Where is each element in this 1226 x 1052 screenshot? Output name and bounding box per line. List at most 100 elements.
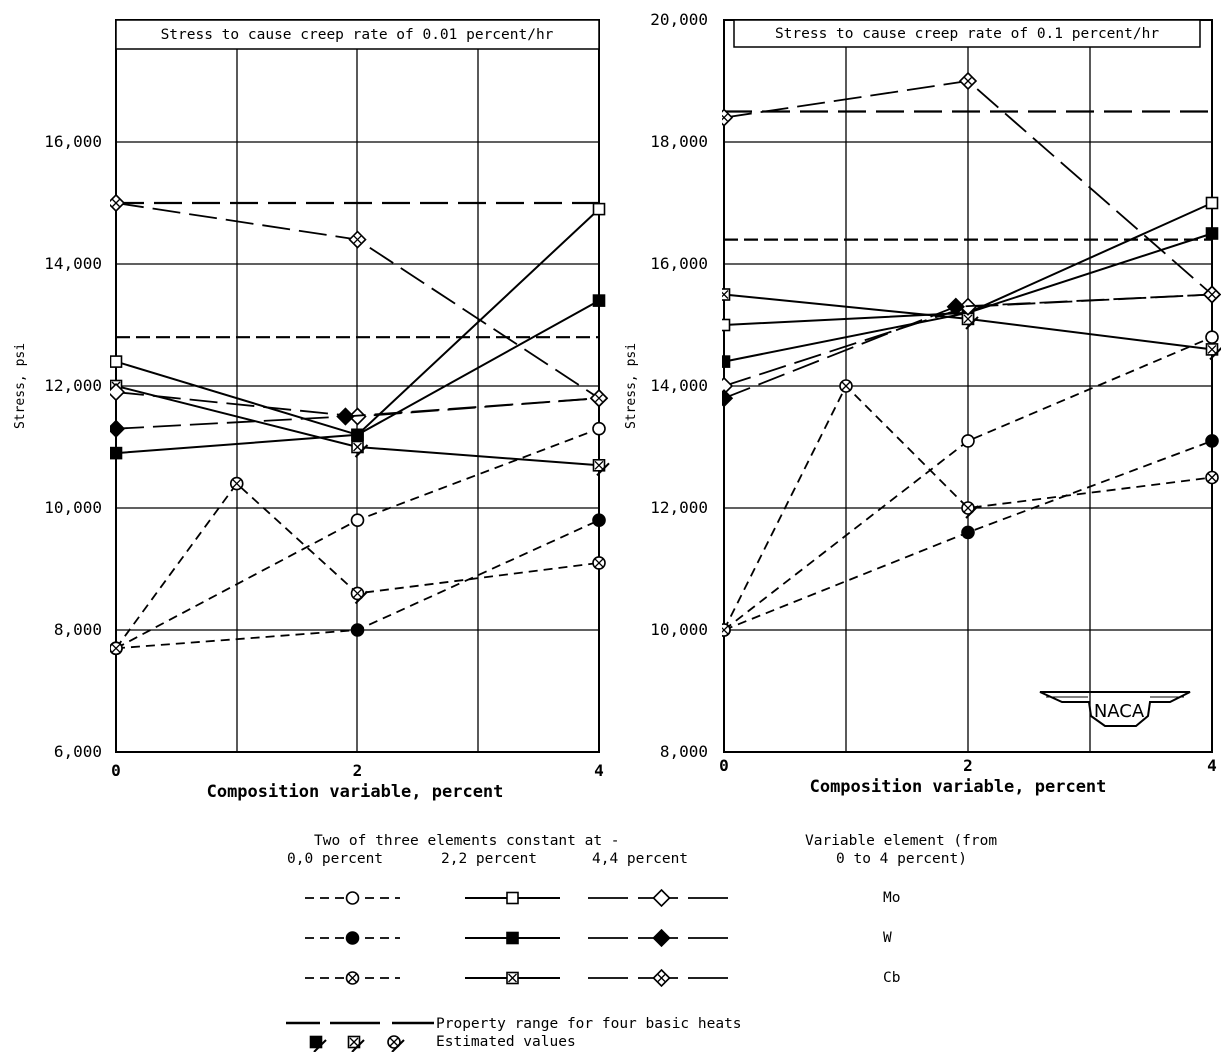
estimated-symbol <box>309 1035 323 1049</box>
legend-sample <box>588 968 735 988</box>
data-point <box>592 556 606 570</box>
y-tick-label: 16,000 <box>44 132 102 151</box>
legend-marker <box>652 888 671 908</box>
data-point <box>722 108 734 127</box>
data-point <box>1205 196 1219 210</box>
legend-sample <box>305 971 400 985</box>
y-tick-label: 14,000 <box>650 376 708 395</box>
legend-sample <box>588 888 735 908</box>
estimated-symbol <box>387 1035 401 1049</box>
legend-marker <box>506 891 519 905</box>
data-point <box>722 288 731 301</box>
estimated-symbol-tick <box>313 1039 327 1052</box>
series-cb-00 <box>722 379 1219 637</box>
right-series <box>722 71 1221 637</box>
y-tick-label: 14,000 <box>44 254 102 273</box>
x-tick-label: 2 <box>963 756 973 775</box>
legend-sample <box>465 971 560 985</box>
estimated-mark <box>354 590 369 605</box>
series-w-22 <box>110 294 606 460</box>
series-line <box>723 384 1213 631</box>
y-tick-label: 18,000 <box>650 132 708 151</box>
data-point <box>592 458 606 472</box>
data-point <box>336 407 355 426</box>
data-point <box>229 476 244 491</box>
y-tick-label: 10,000 <box>650 620 708 639</box>
x-tick-label: 0 <box>719 756 729 775</box>
data-point <box>1205 470 1219 485</box>
y-tick-label: 20,000 <box>650 10 708 29</box>
legend-marker <box>652 928 671 948</box>
data-point <box>592 421 606 436</box>
series-cb-00 <box>110 476 606 656</box>
naca-logo: NACA <box>1039 691 1191 727</box>
legend-element-mo: Mo <box>883 890 900 906</box>
legend-marker <box>345 971 360 985</box>
legend-marker <box>652 968 671 988</box>
y-tick-label: 10,000 <box>44 498 102 517</box>
left-x-tick-labels: 0 2 4 <box>111 761 604 780</box>
y-tick-label: 16,000 <box>650 254 708 273</box>
right-title-box <box>733 19 1201 48</box>
right-y-tick-labels: 8,000 10,000 12,000 14,000 16,000 18,000 20,00… <box>650 10 708 761</box>
legend-group-1: 2,2 percent <box>441 851 537 867</box>
left-title-box <box>115 19 600 50</box>
legend-sample <box>465 891 560 905</box>
data-point <box>958 71 978 91</box>
left-grid <box>115 19 600 753</box>
data-point <box>110 419 126 438</box>
estimated-mark <box>354 444 369 458</box>
data-point <box>110 382 126 402</box>
naca-logo-text: NACA <box>1094 701 1145 722</box>
legend-group-2: 4,4 percent <box>592 851 688 867</box>
estimated-symbol-tick <box>351 1039 365 1052</box>
data-point <box>961 501 975 515</box>
chart-left: Stress to cause creep rate of 0.01 perce… <box>13 19 610 802</box>
left-property-ranges <box>116 201 599 339</box>
data-point <box>350 623 365 637</box>
data-point <box>110 641 123 656</box>
estimated-mark <box>596 462 610 477</box>
right-grid <box>723 19 1213 753</box>
data-point <box>351 440 364 454</box>
legend-element-w: W <box>883 930 892 946</box>
right-y-axis-label: Stress, psi <box>624 343 639 429</box>
legend: Two of three elements constant at - 0,0 … <box>286 833 997 1052</box>
data-point <box>961 525 975 540</box>
data-point <box>961 434 975 448</box>
left-title: Stress to cause creep rate of 0.01 perce… <box>161 27 554 43</box>
data-point <box>110 446 123 460</box>
data-point <box>722 389 734 408</box>
right-x-axis-label: Composition variable, percent <box>810 777 1107 797</box>
x-tick-label: 4 <box>1207 756 1217 775</box>
legend-variable-header-2: 0 to 4 percent) <box>836 851 967 867</box>
legend-group-0: 0,0 percent <box>287 851 383 867</box>
legend-marker <box>506 971 519 985</box>
y-tick-label: 12,000 <box>44 376 102 395</box>
estimated-symbol <box>347 1035 361 1049</box>
estimated-mark <box>1209 346 1221 361</box>
data-point <box>351 428 364 442</box>
series-cb-44 <box>722 71 1221 304</box>
data-point <box>1205 343 1219 356</box>
data-point <box>1202 285 1221 304</box>
legend-marker <box>506 931 519 945</box>
estimated-mark <box>965 505 979 519</box>
legend-sample <box>305 891 400 905</box>
left-y-axis-label: Stress, psi <box>13 343 28 429</box>
chart-right: Stress to cause creep rate of 0.1 percen… <box>624 10 1221 797</box>
legend-header: Two of three elements constant at - <box>314 833 620 849</box>
right-x-tick-labels: 0 2 4 <box>719 756 1217 775</box>
left-y-tick-labels: 6,000 8,000 10,000 12,000 14,000 16,000 <box>44 132 102 761</box>
series-cb-22 <box>722 288 1221 361</box>
data-point <box>946 297 965 316</box>
data-point <box>1205 227 1219 240</box>
data-point <box>348 230 367 249</box>
legend-estimated-label: Estimated values <box>436 1034 576 1050</box>
data-point <box>350 513 365 528</box>
data-point <box>589 389 609 408</box>
y-tick-label: 8,000 <box>54 620 102 639</box>
data-point <box>592 294 606 307</box>
left-series <box>110 193 610 656</box>
